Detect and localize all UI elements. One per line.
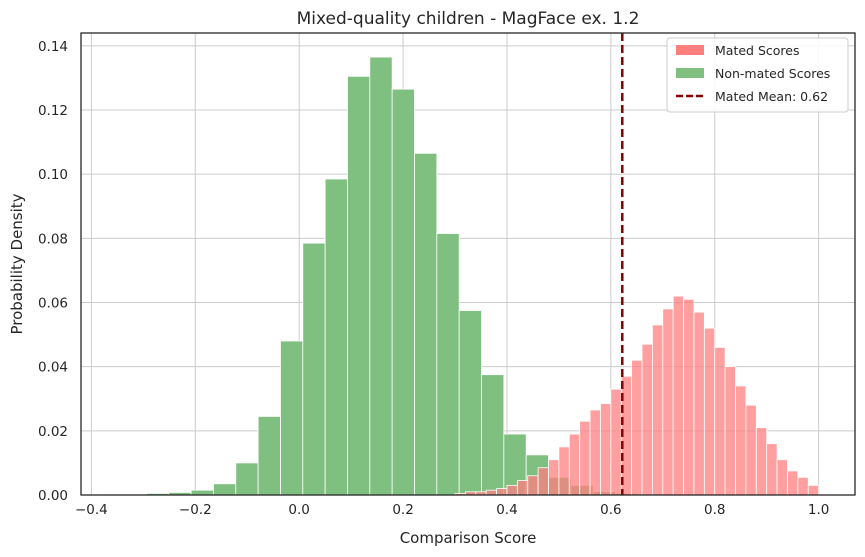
histogram-bar bbox=[745, 404, 757, 496]
histogram-bar bbox=[724, 366, 736, 496]
histogram-bar bbox=[324, 178, 348, 496]
histogram-bar bbox=[257, 415, 281, 496]
y-tick-label: 0.10 bbox=[38, 167, 68, 183]
y-tick-label: 0.00 bbox=[38, 488, 68, 504]
histogram-bar bbox=[735, 385, 747, 496]
histogram-bar bbox=[787, 470, 799, 496]
histogram-bar bbox=[481, 374, 505, 496]
histogram-bar bbox=[485, 489, 497, 496]
histogram-bar bbox=[776, 459, 788, 496]
y-axis-ticks: 0.00 0.02 0.04 0.06 0.08 0.10 0.12 0.14 bbox=[38, 39, 68, 504]
legend-label-mated: Mated Scores bbox=[715, 43, 799, 58]
mated-bars bbox=[454, 295, 820, 496]
x-tick-label: 1.0 bbox=[808, 502, 829, 518]
histogram-bar bbox=[703, 327, 716, 496]
histogram-bar bbox=[458, 310, 482, 496]
histogram-bar bbox=[589, 409, 601, 496]
histogram-bar bbox=[527, 475, 539, 496]
y-tick-label: 0.02 bbox=[38, 424, 68, 440]
x-tick-label: 0.2 bbox=[392, 502, 413, 518]
histogram-bar bbox=[579, 420, 591, 496]
x-tick-label: 0.6 bbox=[600, 502, 621, 518]
y-tick-label: 0.04 bbox=[38, 360, 68, 376]
histogram-bar bbox=[714, 347, 726, 496]
histogram-bar bbox=[683, 298, 695, 496]
x-axis-ticks: −0.4 −0.2 0.0 0.2 0.4 0.6 0.8 1.0 bbox=[75, 502, 829, 518]
histogram-bar bbox=[558, 446, 570, 496]
histogram-bar bbox=[414, 152, 438, 496]
histogram-bar bbox=[537, 467, 549, 496]
histogram-bar bbox=[548, 459, 560, 496]
histogram-bar bbox=[693, 311, 705, 496]
x-tick-label: 0.4 bbox=[496, 502, 517, 518]
histogram-bar bbox=[280, 340, 304, 496]
y-axis-label: Probability Density bbox=[8, 193, 26, 334]
histogram-bar bbox=[235, 462, 259, 496]
histogram-bar bbox=[391, 88, 415, 496]
histogram-bar bbox=[662, 308, 674, 496]
histogram-bar bbox=[610, 388, 622, 496]
histogram-bar bbox=[631, 359, 643, 496]
histogram-bar bbox=[755, 427, 768, 496]
non-mated-bars bbox=[101, 56, 639, 496]
y-tick-label: 0.14 bbox=[38, 39, 68, 55]
histogram-bar bbox=[347, 75, 371, 496]
legend: Mated Scores Non-mated Scores Mated Mean… bbox=[666, 37, 849, 113]
y-tick-label: 0.08 bbox=[38, 231, 68, 247]
legend-label-mean: Mated Mean: 0.62 bbox=[715, 89, 828, 104]
histogram-bar bbox=[506, 484, 518, 496]
histogram-bar bbox=[190, 489, 214, 496]
histogram-bar bbox=[652, 324, 664, 496]
histogram-bar bbox=[516, 480, 529, 496]
x-axis-label: Comparison Score bbox=[400, 529, 537, 547]
histogram-bar bbox=[766, 443, 778, 496]
histogram-bar bbox=[797, 476, 809, 496]
histogram-bar bbox=[369, 56, 393, 496]
chart-title: Mixed-quality children - MagFace ex. 1.2 bbox=[297, 9, 640, 29]
histogram-bar bbox=[302, 242, 326, 496]
x-tick-label: −0.2 bbox=[179, 502, 212, 518]
histogram-bar bbox=[641, 343, 653, 496]
histogram-bar bbox=[600, 403, 612, 496]
legend-box bbox=[666, 37, 849, 113]
x-tick-label: 0.0 bbox=[288, 502, 309, 518]
y-tick-label: 0.06 bbox=[38, 296, 68, 312]
histogram-bar bbox=[568, 433, 581, 496]
legend-label-non-mated: Non-mated Scores bbox=[715, 66, 830, 81]
plot-frame bbox=[80, 32, 856, 496]
histogram-bar bbox=[807, 484, 820, 496]
x-tick-label: −0.4 bbox=[75, 502, 108, 518]
histogram-bar bbox=[496, 488, 508, 496]
histogram-bar bbox=[672, 295, 684, 496]
histogram-bar bbox=[436, 233, 460, 496]
y-tick-label: 0.12 bbox=[38, 103, 68, 119]
legend-swatch-mated bbox=[676, 45, 704, 55]
histogram-bar bbox=[213, 483, 237, 496]
legend-swatch-non-mated bbox=[676, 68, 704, 78]
x-tick-label: 0.8 bbox=[704, 502, 725, 518]
